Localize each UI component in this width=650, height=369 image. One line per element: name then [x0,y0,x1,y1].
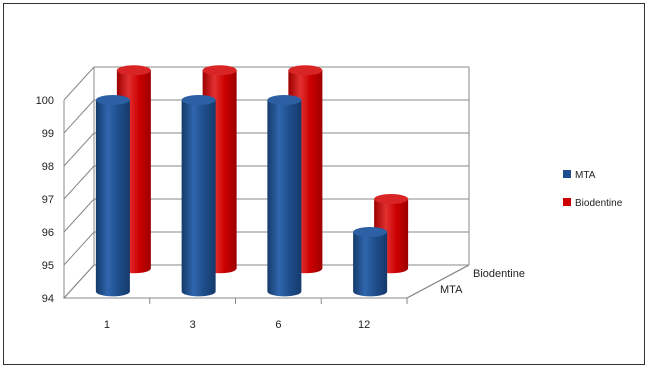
cylinder-top [181,95,216,105]
cylinder-body [95,100,130,297]
y-tick-label: 99 [42,128,54,140]
depth-label-mta: MTA [440,284,463,296]
cylinder-body [181,100,216,297]
depth-label-biodentine: Biodentine [473,268,525,280]
gridline-side [63,231,95,266]
y-tick-label: 95 [42,260,54,272]
chart-plot: 94 95 96 97 98 99 100 1 3 6 12 Biodentine MTA MTA Biod… [36,65,623,331]
gridline-side [63,132,95,167]
gridline-side [63,99,95,134]
bar-mta [95,95,130,297]
bar-mta [181,95,216,297]
cylinder-top [95,95,130,105]
bar-mta [267,95,302,297]
legend-label: Biodentine [575,198,623,209]
cylinder-top [116,65,151,76]
cylinder-top [374,194,409,204]
cylinder-body [267,100,302,297]
y-tick-label: 97 [42,194,54,206]
gridline-side [63,66,95,101]
x-tick-label: 1 [104,319,110,331]
cylinder-body [353,232,388,297]
legend-label: MTA [575,170,596,181]
cylinder-top [353,227,388,237]
bar-mta [353,227,388,297]
legend-swatch [563,170,571,178]
cylinder-top [202,65,237,76]
chart-frame: 94 95 96 97 98 99 100 1 3 6 12 Biodentine MTA MTA Biod… [3,3,645,365]
legend-swatch [563,198,571,206]
gridline-side [63,165,95,200]
y-tick-label: 94 [42,293,54,305]
legend: MTA Biodentine [563,170,623,209]
x-tick-label: 6 [275,319,281,331]
cylinder-top [288,65,323,76]
y-tick-label: 100 [36,95,54,107]
y-tick-label: 98 [42,161,54,173]
depth-axis-line [406,264,470,299]
x-tick-label: 3 [190,319,196,331]
cylinder-top [267,95,302,105]
y-tick-label: 96 [42,227,54,239]
x-tick-label: 12 [358,319,370,331]
gridline-side [63,198,95,233]
